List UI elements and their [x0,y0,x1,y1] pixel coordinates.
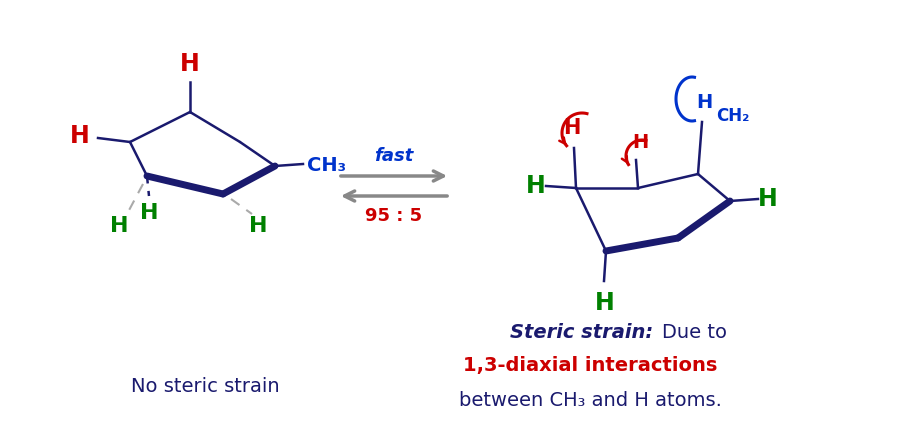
Text: H: H [564,118,580,138]
Text: H: H [70,124,90,148]
Text: H: H [140,203,158,223]
Text: 95 : 5: 95 : 5 [365,207,422,225]
Text: H: H [249,216,267,236]
Text: H: H [526,174,546,198]
Text: H: H [758,187,778,211]
Text: H: H [632,133,648,152]
Text: H: H [696,93,712,112]
Text: No steric strain: No steric strain [130,377,279,396]
Text: H: H [180,52,200,76]
Text: 1,3-diaxial interactions: 1,3-diaxial interactions [463,357,717,376]
Text: CH₃: CH₃ [307,156,346,175]
Text: fast: fast [374,147,414,165]
Text: H: H [595,291,614,315]
Text: between CH₃ and H atoms.: between CH₃ and H atoms. [458,391,722,410]
Text: CH₂: CH₂ [716,107,749,125]
Text: Steric strain:: Steric strain: [510,323,653,341]
Text: Due to: Due to [662,323,727,341]
Text: H: H [110,216,128,236]
